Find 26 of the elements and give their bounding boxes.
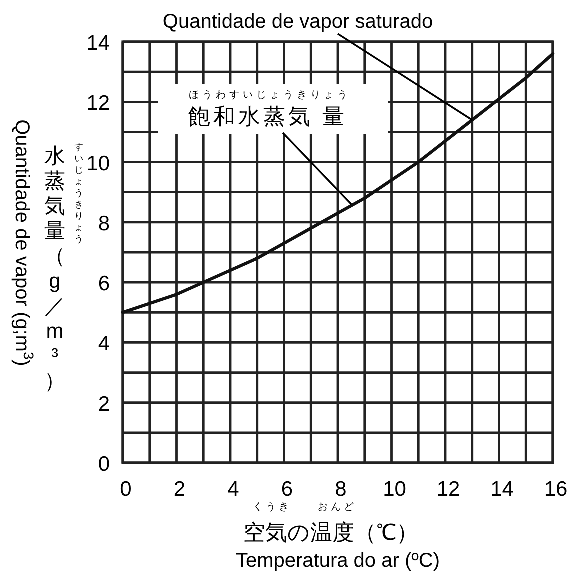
annotation: Quantidade de vapor saturado: [162, 11, 434, 33]
x-tick-label: 0: [120, 478, 132, 501]
text: くうき おんど: [253, 502, 357, 513]
y-tick-label: 12: [86, 92, 110, 116]
line-series: [121, 52, 555, 314]
y-tick-label: 14: [86, 32, 110, 55]
x-tick-label: 14: [490, 478, 514, 501]
y-tick-label: 8: [98, 212, 110, 236]
y-tick-label: 6: [98, 272, 110, 296]
y-tick-label: 2: [98, 392, 110, 416]
x-tick-label: 4: [228, 478, 240, 501]
x-axis-title: Temperatura do ar (ºC): [236, 550, 440, 572]
x-tick-label: 2: [174, 478, 186, 501]
annotation: 飽和水蒸気 量: [188, 104, 348, 129]
x-tick-label: 10: [383, 478, 406, 501]
y-tick-label: 0: [98, 453, 110, 476]
text: 水蒸気量（g／m³）: [44, 145, 66, 393]
text: 空気の温度（℃）: [244, 520, 418, 545]
y-tick-label: 10: [86, 152, 110, 176]
x-tick-label: 16: [544, 478, 568, 501]
text: すいじょうきりょう: [74, 142, 84, 244]
x-tick-label: 8: [335, 478, 347, 501]
x-tick-label: 12: [436, 478, 460, 501]
x-tick-label: 6: [281, 478, 294, 501]
y-tick-label: 4: [98, 332, 110, 356]
annotation: ほうわすいじょうきりょう: [189, 90, 351, 101]
